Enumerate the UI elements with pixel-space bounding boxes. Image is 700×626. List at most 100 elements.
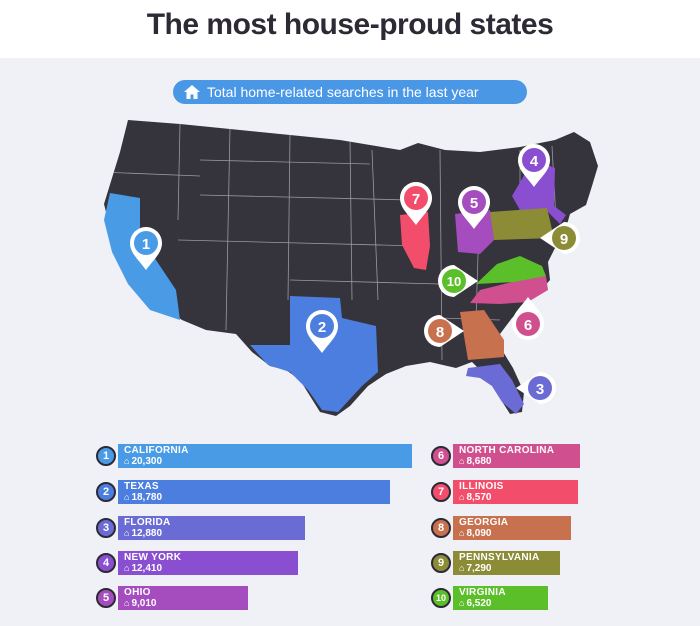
bar-value-label: ⌂ 8,570 [459, 492, 491, 503]
pin-10: 10 [438, 265, 478, 297]
house-icon: ⌂ [124, 563, 130, 573]
house-icon: ⌂ [124, 528, 130, 538]
rank-badge: 10 [431, 588, 451, 608]
house-icon: ⌂ [459, 492, 465, 502]
bar: NEW YORK ⌂ 12,410 [118, 551, 298, 575]
bar: OHIO ⌂ 9,010 [118, 586, 248, 610]
bar-state-label: GEORGIA [459, 517, 509, 528]
bar: VIRGINIA ⌂ 6,520 [453, 586, 548, 610]
bar: FLORIDA ⌂ 12,880 [118, 516, 305, 540]
pin-8: 8 [424, 315, 464, 347]
state-ohio [455, 210, 494, 254]
house-icon: ⌂ [459, 456, 465, 466]
rank-badge: 2 [96, 482, 116, 502]
bar: GEORGIA ⌂ 8,090 [453, 516, 571, 540]
bar-value-label: ⌂ 6,520 [459, 598, 491, 609]
pin-3: 3 [516, 372, 556, 404]
state-north-carolina [470, 276, 548, 304]
bar: NORTH CAROLINA ⌂ 8,680 [453, 444, 580, 468]
page-title: The most house-proud states [146, 8, 554, 41]
bar-state-label: FLORIDA [124, 517, 171, 528]
house-icon [181, 81, 203, 103]
bar-row-8: 8 GEORGIA ⌂ 8,090 [431, 516, 580, 540]
bar-value-text: 9,010 [131, 598, 157, 609]
bar-row-5: 5 OHIO ⌂ 9,010 [96, 586, 412, 610]
pin-2: 2 [306, 310, 338, 353]
bar-row-2: 2 TEXAS ⌂ 18,780 [96, 480, 412, 504]
subtitle-text: Total home-related searches in the last … [207, 84, 479, 100]
bar-value-text: 8,570 [466, 492, 492, 503]
svg-text:6: 6 [524, 317, 532, 334]
rank-badge: 1 [96, 446, 116, 466]
bar-state-label: NEW YORK [124, 552, 182, 563]
subtitle-pill: Total home-related searches in the last … [173, 80, 527, 104]
state-georgia [460, 310, 504, 360]
bar-value-text: 20,300 [131, 456, 163, 467]
bar-state-label: CALIFORNIA [124, 445, 189, 456]
bar-value-label: ⌂ 7,290 [459, 563, 491, 574]
pin-5: 5 [458, 186, 490, 229]
bar-row-10: 10 VIRGINIA ⌂ 6,520 [431, 586, 580, 610]
bar-row-3: 3 FLORIDA ⌂ 12,880 [96, 516, 412, 540]
pin-4: 4 [518, 144, 550, 187]
bar-value-text: 6,520 [466, 598, 492, 609]
bar-value-label: ⌂ 12,880 [124, 528, 162, 539]
bar-row-7: 7 ILLINOIS ⌂ 8,570 [431, 480, 580, 504]
bar: PENNSYLVANIA ⌂ 7,290 [453, 551, 560, 575]
bar-value-text: 18,780 [131, 492, 163, 503]
pin-7: 7 [400, 182, 432, 225]
svg-text:7: 7 [412, 191, 420, 208]
bar-value-label: ⌂ 20,300 [124, 456, 162, 467]
house-icon: ⌂ [459, 528, 465, 538]
house-icon: ⌂ [124, 456, 130, 466]
state-florida [466, 364, 524, 414]
svg-text:4: 4 [530, 153, 539, 170]
house-icon: ⌂ [459, 598, 465, 608]
state-borders [104, 123, 557, 361]
bar-value-text: 8,090 [466, 528, 492, 539]
bar-row-4: 4 NEW YORK ⌂ 12,410 [96, 551, 412, 575]
bar-value-label: ⌂ 8,680 [459, 456, 491, 467]
rank-badge: 6 [431, 446, 451, 466]
house-icon: ⌂ [124, 492, 130, 502]
state-texas [250, 296, 378, 412]
bar-state-label: NORTH CAROLINA [459, 445, 555, 456]
state-virginia [476, 256, 546, 284]
house-icon: ⌂ [124, 598, 130, 608]
bar-state-label: OHIO [124, 587, 151, 598]
pin-1: 1 [130, 227, 162, 270]
bar-value-text: 7,290 [466, 563, 492, 574]
pin-6: 6 [512, 297, 544, 340]
bar-value-label: ⌂ 18,780 [124, 492, 162, 503]
bar-value-text: 12,880 [131, 528, 163, 539]
svg-text:1: 1 [142, 236, 150, 253]
bar-row-9: 9 PENNSYLVANIA ⌂ 7,290 [431, 551, 580, 575]
bar-value-text: 8,680 [466, 456, 492, 467]
pin-9: 9 [540, 222, 580, 254]
bar-state-label: PENNSYLVANIA [459, 552, 540, 563]
bar: ILLINOIS ⌂ 8,570 [453, 480, 578, 504]
svg-text:9: 9 [560, 231, 568, 248]
svg-text:2: 2 [318, 319, 326, 336]
svg-text:10: 10 [447, 274, 461, 289]
bar-row-1: 1 CALIFORNIA ⌂ 20,300 [96, 444, 412, 468]
rank-badge: 3 [96, 518, 116, 538]
bar-state-label: VIRGINIA [459, 587, 506, 598]
state-illinois [400, 212, 430, 270]
bar-value-label: ⌂ 12,410 [124, 563, 162, 574]
state-new-york [512, 162, 566, 224]
rank-badge: 7 [431, 482, 451, 502]
bar: TEXAS ⌂ 18,780 [118, 480, 390, 504]
rank-badge: 5 [96, 588, 116, 608]
svg-text:3: 3 [536, 381, 544, 398]
bar-value-label: ⌂ 9,010 [124, 598, 156, 609]
bar-value-text: 12,410 [131, 563, 163, 574]
bar-row-6: 6 NORTH CAROLINA ⌂ 8,680 [431, 444, 580, 468]
bar: CALIFORNIA ⌂ 20,300 [118, 444, 412, 468]
rank-badge: 4 [96, 553, 116, 573]
svg-text:5: 5 [470, 195, 478, 212]
svg-text:8: 8 [436, 324, 444, 341]
rank-badge: 8 [431, 518, 451, 538]
